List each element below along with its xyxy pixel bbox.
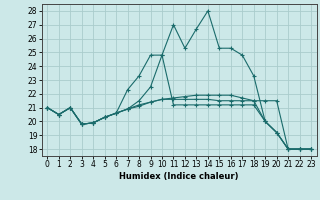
X-axis label: Humidex (Indice chaleur): Humidex (Indice chaleur): [119, 172, 239, 181]
